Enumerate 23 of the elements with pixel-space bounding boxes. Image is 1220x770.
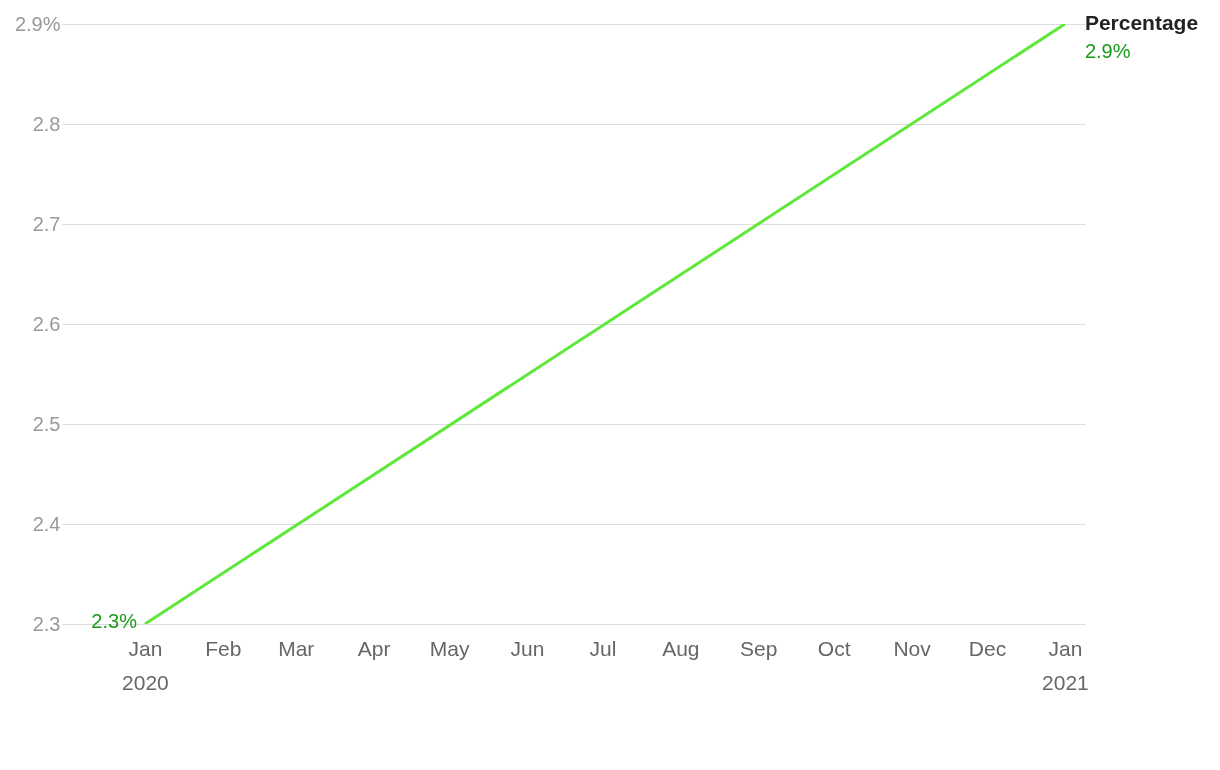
x-tick-label: Feb [205, 636, 242, 660]
x-tick-label: Sep [740, 636, 778, 660]
y-tick-label: 2.8 [32, 112, 61, 135]
x-tick-label: Oct [817, 636, 851, 660]
x-tick-label: Jan 2020 [122, 636, 169, 694]
x-tick-label: Nov [893, 636, 932, 660]
x-tick-label: Dec [968, 636, 1007, 660]
x-tick-label: Apr [357, 636, 391, 660]
y-tick-label: 2.6 [32, 312, 61, 335]
data-label: 2.3% [91, 610, 138, 632]
y-tick-label: 2.4 [32, 512, 61, 535]
x-tick-label: May [429, 636, 470, 660]
x-tick-label: Mar [278, 636, 315, 660]
series-label: Percentage [1084, 11, 1199, 34]
y-tick-label: 2.7 [32, 212, 61, 235]
y-tick-label: 2.9% [14, 12, 61, 35]
y-tick-label: 2.3 [32, 612, 61, 635]
x-tick-label: Jul [589, 636, 617, 660]
data-label: 2.9% [1084, 40, 1131, 62]
x-tick-label: Jun [510, 636, 545, 660]
y-tick-label: 2.5 [32, 412, 61, 435]
x-tick-label: Jan 2021 [1042, 636, 1089, 694]
x-tick-label: Aug [662, 636, 700, 660]
